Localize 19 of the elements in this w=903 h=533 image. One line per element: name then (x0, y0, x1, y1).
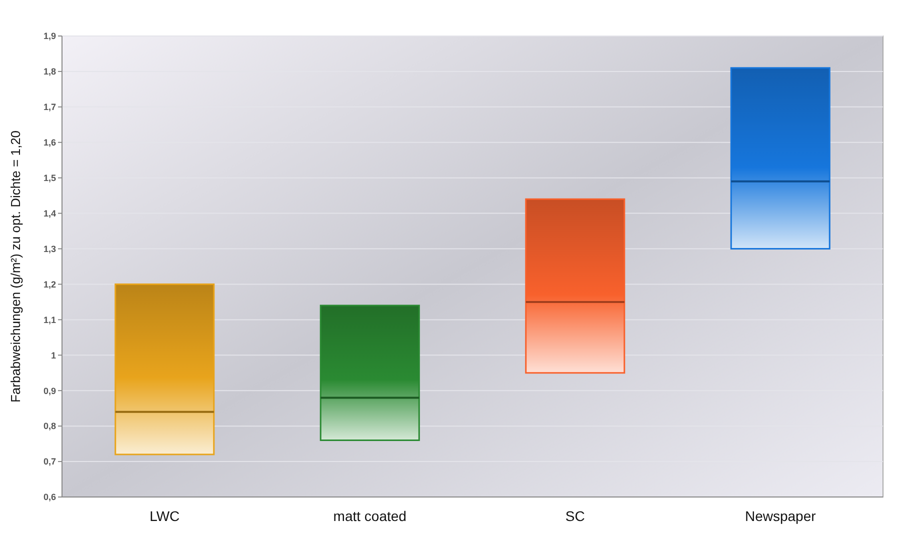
y-tick-label: 1,6 (43, 138, 56, 148)
x-tick-label: Newspaper (744, 508, 816, 524)
y-tick-label: 0,6 (43, 492, 56, 502)
y-tick-label: 1,9 (43, 31, 56, 42)
x-tick-label: LWC (150, 508, 180, 524)
y-axis-title: Farbabweichungen (g/m²) zu opt. Dichte = 1,20 (8, 130, 23, 403)
x-tick-label: matt coated (333, 508, 406, 524)
y-tick-label: 1,3 (43, 244, 56, 254)
x-tick-label: SC (565, 508, 585, 524)
y-tick-label: 1,4 (43, 208, 56, 218)
y-tick-label: 1,7 (43, 102, 56, 112)
y-tick-label: 1,1 (43, 314, 56, 325)
y-tick-label: 0,8 (43, 421, 56, 432)
y-tick-label: 1 (50, 350, 56, 360)
y-tick-label: 0,9 (43, 386, 56, 396)
y-tick-label: 1,8 (43, 66, 56, 77)
y-tick-label: 0,7 (43, 456, 56, 467)
y-tick-label: 1,5 (43, 172, 56, 183)
y-tick-label: 1,2 (43, 279, 56, 290)
